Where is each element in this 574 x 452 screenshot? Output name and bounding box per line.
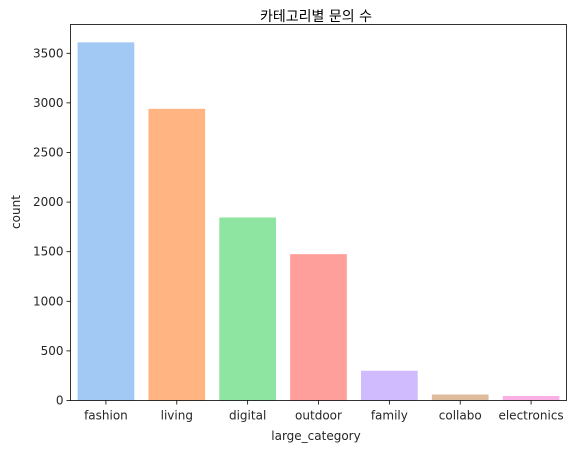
x-tick-label-collabo: collabo: [439, 409, 482, 423]
y-tick-label-500: 500: [41, 344, 64, 358]
y-axis-label: count: [9, 195, 23, 229]
y-tick-label-1000: 1000: [33, 294, 64, 308]
x-tick-label-family: family: [371, 409, 408, 423]
plot-area: fashion living digital outdoor family collabo…: [33, 42, 564, 423]
axes-frame: [70, 24, 567, 401]
chart-title: 카테고리별 문의 수: [260, 9, 372, 25]
bar-family: [361, 370, 418, 401]
bar-living: [148, 108, 206, 401]
y-tick-label-3500: 3500: [33, 46, 64, 60]
bar-electronics: [502, 396, 560, 401]
x-tick-label-living: living: [161, 409, 193, 423]
y-tick-label-3000: 3000: [33, 96, 64, 110]
x-tick-label-fashion: fashion: [84, 409, 128, 423]
bar-digital: [219, 217, 276, 401]
x-tick-label-electronics: electronics: [498, 409, 563, 423]
x-tick-label-digital: digital: [229, 409, 266, 423]
x-axis-label: large_category: [271, 429, 360, 443]
y-tick-label-2500: 2500: [33, 145, 64, 159]
bar-outdoor: [290, 254, 347, 401]
y-tick-label-2000: 2000: [33, 195, 64, 209]
y-tick-label-0: 0: [56, 394, 64, 408]
x-tick-label-outdoor: outdoor: [295, 409, 342, 423]
bar-collabo: [431, 394, 489, 401]
bar-fashion: [77, 42, 135, 401]
y-tick-label-1500: 1500: [33, 245, 64, 259]
